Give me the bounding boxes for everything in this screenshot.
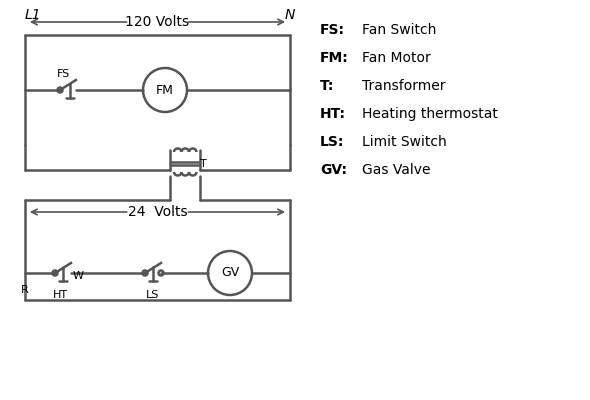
Text: Heating thermostat: Heating thermostat xyxy=(362,107,498,121)
Text: 24  Volts: 24 Volts xyxy=(127,205,187,219)
Text: HT: HT xyxy=(53,290,68,300)
Text: Gas Valve: Gas Valve xyxy=(362,163,431,177)
Text: HT:: HT: xyxy=(320,107,346,121)
Text: Fan Motor: Fan Motor xyxy=(362,51,431,65)
Text: FM:: FM: xyxy=(320,51,349,65)
Text: T: T xyxy=(199,159,206,169)
Text: Limit Switch: Limit Switch xyxy=(362,135,447,149)
Text: Fan Switch: Fan Switch xyxy=(362,23,437,37)
Text: L1: L1 xyxy=(25,8,42,22)
Text: T:: T: xyxy=(320,79,335,93)
Text: GV:: GV: xyxy=(320,163,347,177)
Text: N: N xyxy=(285,8,295,22)
Text: FS:: FS: xyxy=(320,23,345,37)
Text: 120 Volts: 120 Volts xyxy=(126,15,189,29)
Text: LS: LS xyxy=(146,290,160,300)
Text: LS:: LS: xyxy=(320,135,345,149)
Text: Transformer: Transformer xyxy=(362,79,445,93)
Text: GV: GV xyxy=(221,266,239,280)
Text: FS: FS xyxy=(57,69,71,79)
Text: R: R xyxy=(21,285,29,295)
Text: W: W xyxy=(73,271,84,281)
Text: FM: FM xyxy=(156,84,174,96)
